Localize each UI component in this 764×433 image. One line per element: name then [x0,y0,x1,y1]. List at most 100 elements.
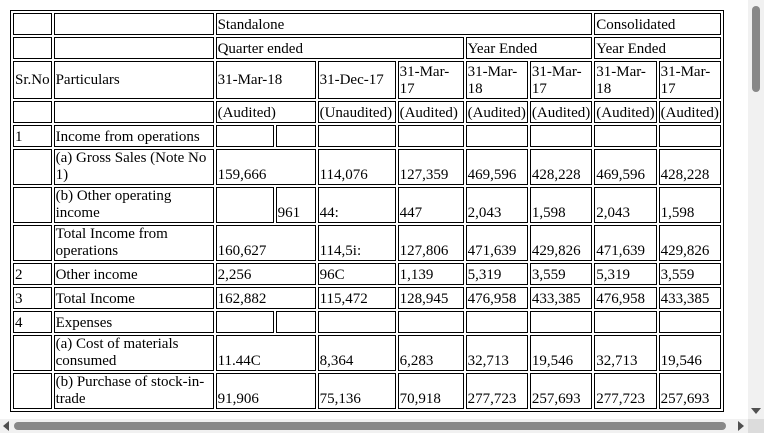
horizontal-scrollbar[interactable] [0,419,748,433]
value-cell: 96C [317,263,396,285]
scroll-right-arrow-icon[interactable] [738,421,744,431]
value-cell: 2,043 [465,187,528,223]
horizontal-scroll-thumb[interactable] [14,422,726,430]
table-row: 3 Total Income 162,882 115,472 128,945 4… [13,287,721,309]
particular-cell: (a) Gross Sales (Note No 1) [53,149,214,185]
header-year-ended-consolidated: Year Ended [594,37,721,59]
value-cell: 471,639 [465,225,528,261]
scroll-left-arrow-icon[interactable] [3,421,9,431]
vertical-scrollbar[interactable] [748,0,764,419]
empty-cell [13,37,52,59]
value-cell: 447 [397,187,464,223]
header-row-audit: (Audited) (Unaudited) (Audited) (Audited… [13,101,721,123]
sr-no-cell: 3 [13,287,52,309]
header-date: 31-Mar-18 [215,61,316,99]
header-date: 31-Mar-17 [529,61,593,99]
value-cell: 433,385 [529,287,593,309]
header-audit-status: (Audited) [529,101,593,123]
header-audit-status: (Audited) [215,101,316,123]
value-cell [215,187,274,223]
empty-cell [53,101,214,123]
table-row: 4 Expenses [13,311,721,333]
value-cell [465,125,528,147]
value-cell: 476,958 [594,287,657,309]
value-cell: 115,472 [317,287,396,309]
value-cell: 1,139 [397,263,464,285]
header-date: 31-Mar-18 [594,61,657,99]
sr-no-cell [13,187,52,223]
financial-results-table: Standalone Consolidated Quarter ended Ye… [10,10,724,412]
particular-cell: Other income [53,263,214,285]
scroll-down-arrow-icon[interactable] [751,408,761,414]
value-cell: 91,906 [215,373,316,409]
value-cell: 3,559 [529,263,593,285]
value-cell: 471,639 [594,225,657,261]
header-date: 31-Mar-17 [397,61,464,99]
value-cell: 75,136 [317,373,396,409]
header-audit-status: (Audited) [594,101,657,123]
header-date: 31-Dec-17 [317,61,396,99]
value-cell: 19,546 [658,335,721,371]
value-cell: 428,228 [529,149,593,185]
table-row: (a) Cost of materials consumed 11.44C 8,… [13,335,721,371]
value-cell: 1,598 [529,187,593,223]
particular-cell: (a) Cost of materials consumed [53,335,214,371]
value-cell: 114,076 [317,149,396,185]
sr-no-cell [13,373,52,409]
value-cell [397,125,464,147]
value-cell: 469,596 [465,149,528,185]
vertical-scroll-thumb[interactable] [752,6,760,92]
sr-no-cell: 4 [13,311,52,333]
value-cell: 428,228 [658,149,721,185]
sr-no-cell: 1 [13,125,52,147]
table-row: (b) Other operating income 961 44: 447 2… [13,187,721,223]
value-cell: 257,693 [658,373,721,409]
empty-cell [13,13,52,35]
header-audit-status: (Audited) [658,101,721,123]
particular-cell: (b) Purchase of stock-in-trade [53,373,214,409]
value-cell [215,125,274,147]
value-cell: 3,559 [658,263,721,285]
sr-no-cell [13,225,52,261]
value-cell: 162,882 [215,287,316,309]
header-row-segment: Standalone Consolidated [13,13,721,35]
value-cell: 128,945 [397,287,464,309]
header-year-ended-standalone: Year Ended [465,37,593,59]
value-cell [465,311,528,333]
header-standalone: Standalone [215,13,593,35]
value-cell [658,311,721,333]
value-cell: 70,918 [397,373,464,409]
value-cell: 961 [275,187,316,223]
value-cell: 159,666 [215,149,316,185]
value-cell [317,125,396,147]
value-cell: 32,713 [594,335,657,371]
value-cell: 469,596 [594,149,657,185]
value-cell [215,311,274,333]
value-cell: 5,319 [465,263,528,285]
value-cell: 32,713 [465,335,528,371]
value-cell: 429,826 [529,225,593,261]
particular-cell: Income from operations [53,125,214,147]
value-cell: 44: [317,187,396,223]
header-row-period: Quarter ended Year Ended Year Ended [13,37,721,59]
header-date: 31-Mar-18 [465,61,528,99]
particular-cell: Expenses [53,311,214,333]
value-cell: 5,319 [594,263,657,285]
table-row: 2 Other income 2,256 96C 1,139 5,319 3,5… [13,263,721,285]
particular-cell: (b) Other operating income [53,187,214,223]
value-cell [275,311,316,333]
sr-no-cell [13,149,52,185]
header-row-dates: Sr.No Particulars 31-Mar-18 31-Dec-17 31… [13,61,721,99]
value-cell: 1,598 [658,187,721,223]
value-cell [594,311,657,333]
empty-cell [53,13,214,35]
value-cell [658,125,721,147]
table-row: (a) Gross Sales (Note No 1) 159,666 114,… [13,149,721,185]
header-date: 31-Mar-17 [658,61,721,99]
value-cell: 476,958 [465,287,528,309]
value-cell: 160,627 [215,225,316,261]
value-cell: 2,256 [215,263,316,285]
document-viewport: Standalone Consolidated Quarter ended Ye… [10,10,724,412]
sr-no-cell: 2 [13,263,52,285]
value-cell [594,125,657,147]
